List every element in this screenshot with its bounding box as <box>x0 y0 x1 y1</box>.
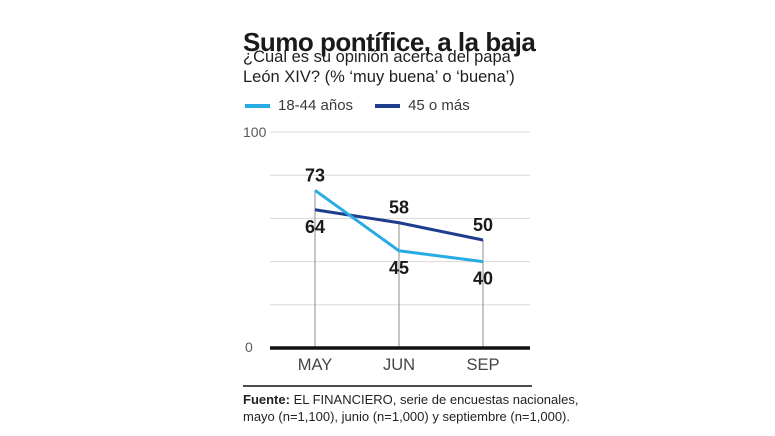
x-tick-label-may: MAY <box>298 356 333 374</box>
x-tick-label-jun: JUN <box>383 356 415 374</box>
source-line-2: mayo (n=1,100), junio (n=1,000) y septie… <box>243 409 570 424</box>
legend: 18-44 años 45 o más <box>245 97 470 114</box>
value-label: 73 <box>305 165 325 185</box>
line-chart: 73 45 40 64 58 50 100 0 MAY JUN SEP <box>243 120 545 380</box>
source-label: Fuente: <box>243 392 290 407</box>
chart-subtitle: ¿Cuál es su opinión acerca del papa León… <box>243 47 515 87</box>
value-label: 40 <box>473 269 493 289</box>
value-label: 58 <box>389 198 409 218</box>
legend-line-swatch-light-blue <box>245 103 270 108</box>
legend-label: 45 o más <box>408 97 470 114</box>
series-line-18-44-años <box>314 189 484 264</box>
y-axis-label-top: 100 <box>243 124 267 140</box>
source-line-1: Fuente: EL FINANCIERO, serie de encuesta… <box>243 391 579 408</box>
chart-subtitle-line-2: León XIV? (% ‘muy buena’ o ‘buena’) <box>243 68 515 86</box>
line-chart-svg: 73 45 40 64 58 50 100 0 MAY JUN SEP <box>243 124 530 374</box>
legend-line-swatch-dark-blue <box>375 103 401 108</box>
series-line-45-o-más <box>314 208 484 242</box>
legend-label: 18-44 años <box>278 97 354 114</box>
value-label: 64 <box>305 217 325 237</box>
x-tick-label-sep: SEP <box>466 356 499 374</box>
source-text: EL FINANCIERO, serie de encuestas nacion… <box>289 392 579 407</box>
value-label: 50 <box>473 215 493 235</box>
legend-item-18-44: 18-44 años <box>245 97 353 114</box>
footer-divider <box>243 385 532 387</box>
chart-title: Sumo pontífice, a la baja <box>243 27 536 58</box>
chart-subtitle-line-1: ¿Cuál es su opinión acerca del papa <box>243 48 511 66</box>
legend-item-45-plus: 45 o más <box>375 97 470 114</box>
y-axis-label-bottom: 0 <box>245 339 253 355</box>
source-note: Fuente: EL FINANCIERO, serie de encuesta… <box>243 391 579 425</box>
value-label: 45 <box>389 258 409 278</box>
